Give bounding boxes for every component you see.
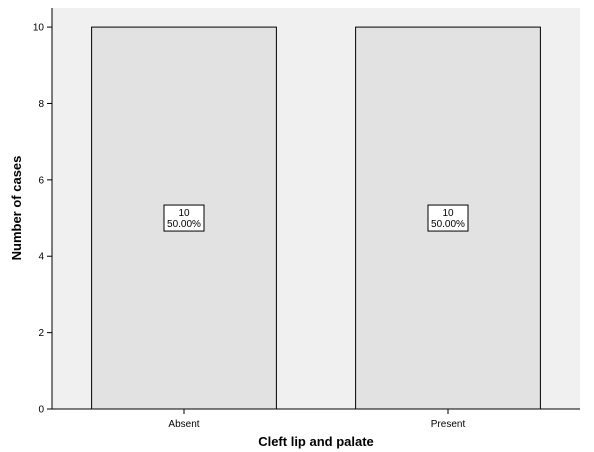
y-tick-label: 4: [38, 252, 44, 263]
x-ticks-group: Absent Present: [168, 409, 465, 430]
data-label-count: 10: [442, 208, 454, 219]
x-axis-title: Cleft lip and palate: [258, 434, 374, 449]
data-label-percent: 50.00%: [431, 219, 465, 230]
data-label-box: [163, 204, 205, 232]
y-axis-title: Number of cases: [9, 156, 24, 261]
y-ticks-group: 0 2 4 6 8 10: [33, 23, 52, 416]
y-tick-label: 0: [38, 405, 44, 416]
y-tick-label: 6: [38, 175, 44, 186]
y-tick-label: 8: [38, 99, 44, 110]
x-tick-label: Absent: [168, 419, 199, 430]
y-tick-label: 10: [33, 23, 45, 34]
y-tick-label: 2: [38, 328, 44, 339]
data-label-percent: 50.00%: [167, 219, 201, 230]
x-tick-label: Present: [431, 419, 466, 430]
data-label-count: 10: [178, 208, 190, 219]
data-label-box: [427, 204, 469, 232]
